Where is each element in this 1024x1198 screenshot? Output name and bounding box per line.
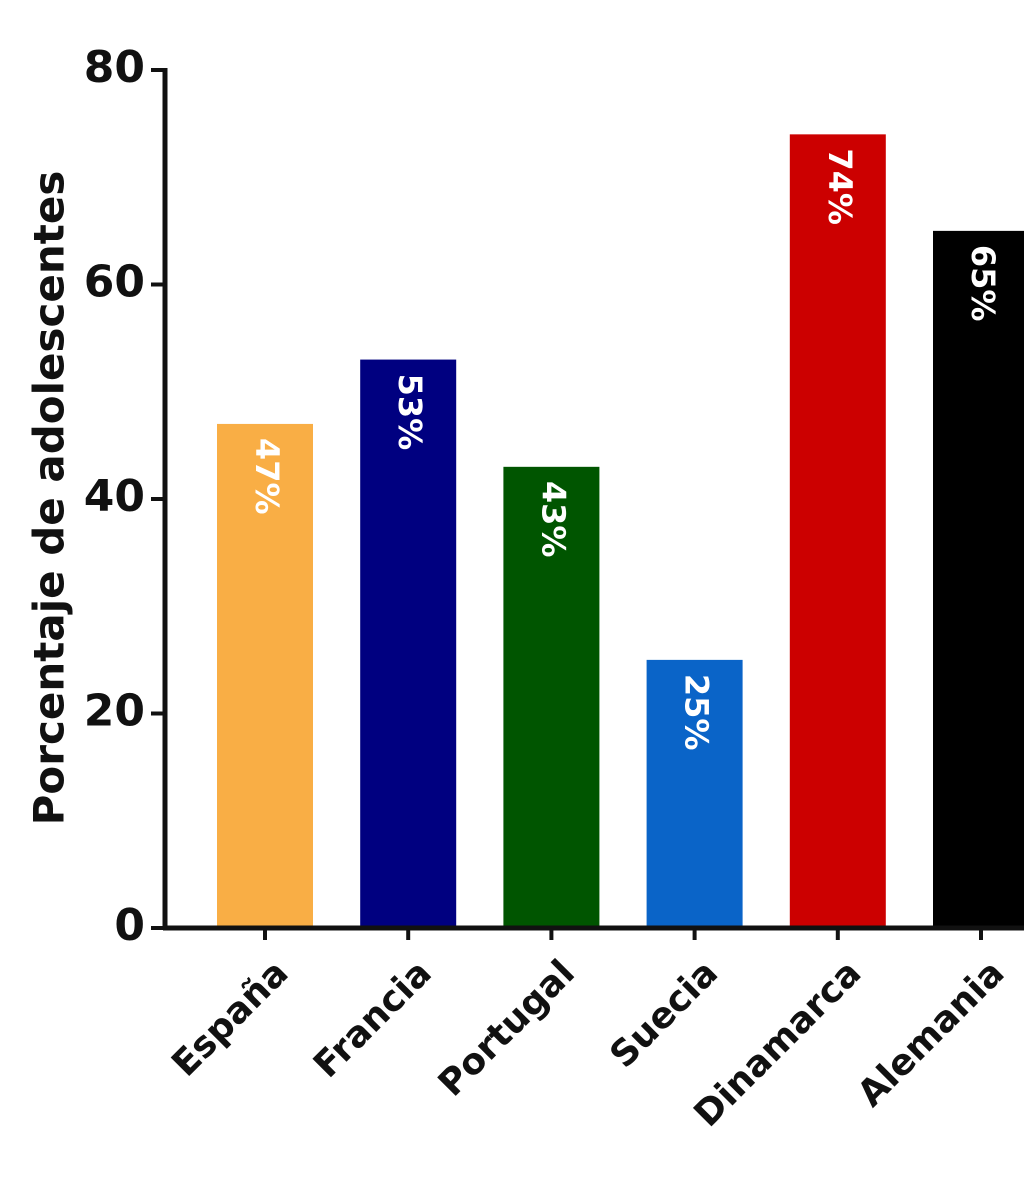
bar — [789, 134, 886, 929]
bar — [217, 423, 313, 928]
value-label: 25% — [678, 674, 716, 751]
value-label: 65% — [964, 245, 1002, 322]
bar — [503, 466, 600, 928]
y-tick-label: 0 — [114, 900, 145, 951]
x-tick-label: Francia — [306, 952, 440, 1086]
value-label: 47% — [248, 438, 286, 515]
y-axis-label: Porcentaje de adolescentes — [25, 171, 74, 826]
x-tick-label: España — [164, 952, 296, 1084]
bar — [646, 659, 743, 928]
value-label: 43% — [534, 481, 572, 558]
value-label: 53% — [391, 374, 429, 451]
y-tick-label: 40 — [84, 471, 145, 522]
y-tick-label: 80 — [84, 42, 145, 93]
y-tick-label: 20 — [84, 686, 145, 737]
bar — [933, 230, 1024, 928]
x-tick-label: Portugal — [431, 952, 583, 1104]
y-tick-label: 60 — [84, 257, 145, 308]
x-tick-label: Suecia — [602, 952, 726, 1076]
bar — [360, 359, 457, 928]
value-label: 74% — [821, 148, 859, 225]
x-tick-label: Alemania — [850, 952, 1012, 1114]
